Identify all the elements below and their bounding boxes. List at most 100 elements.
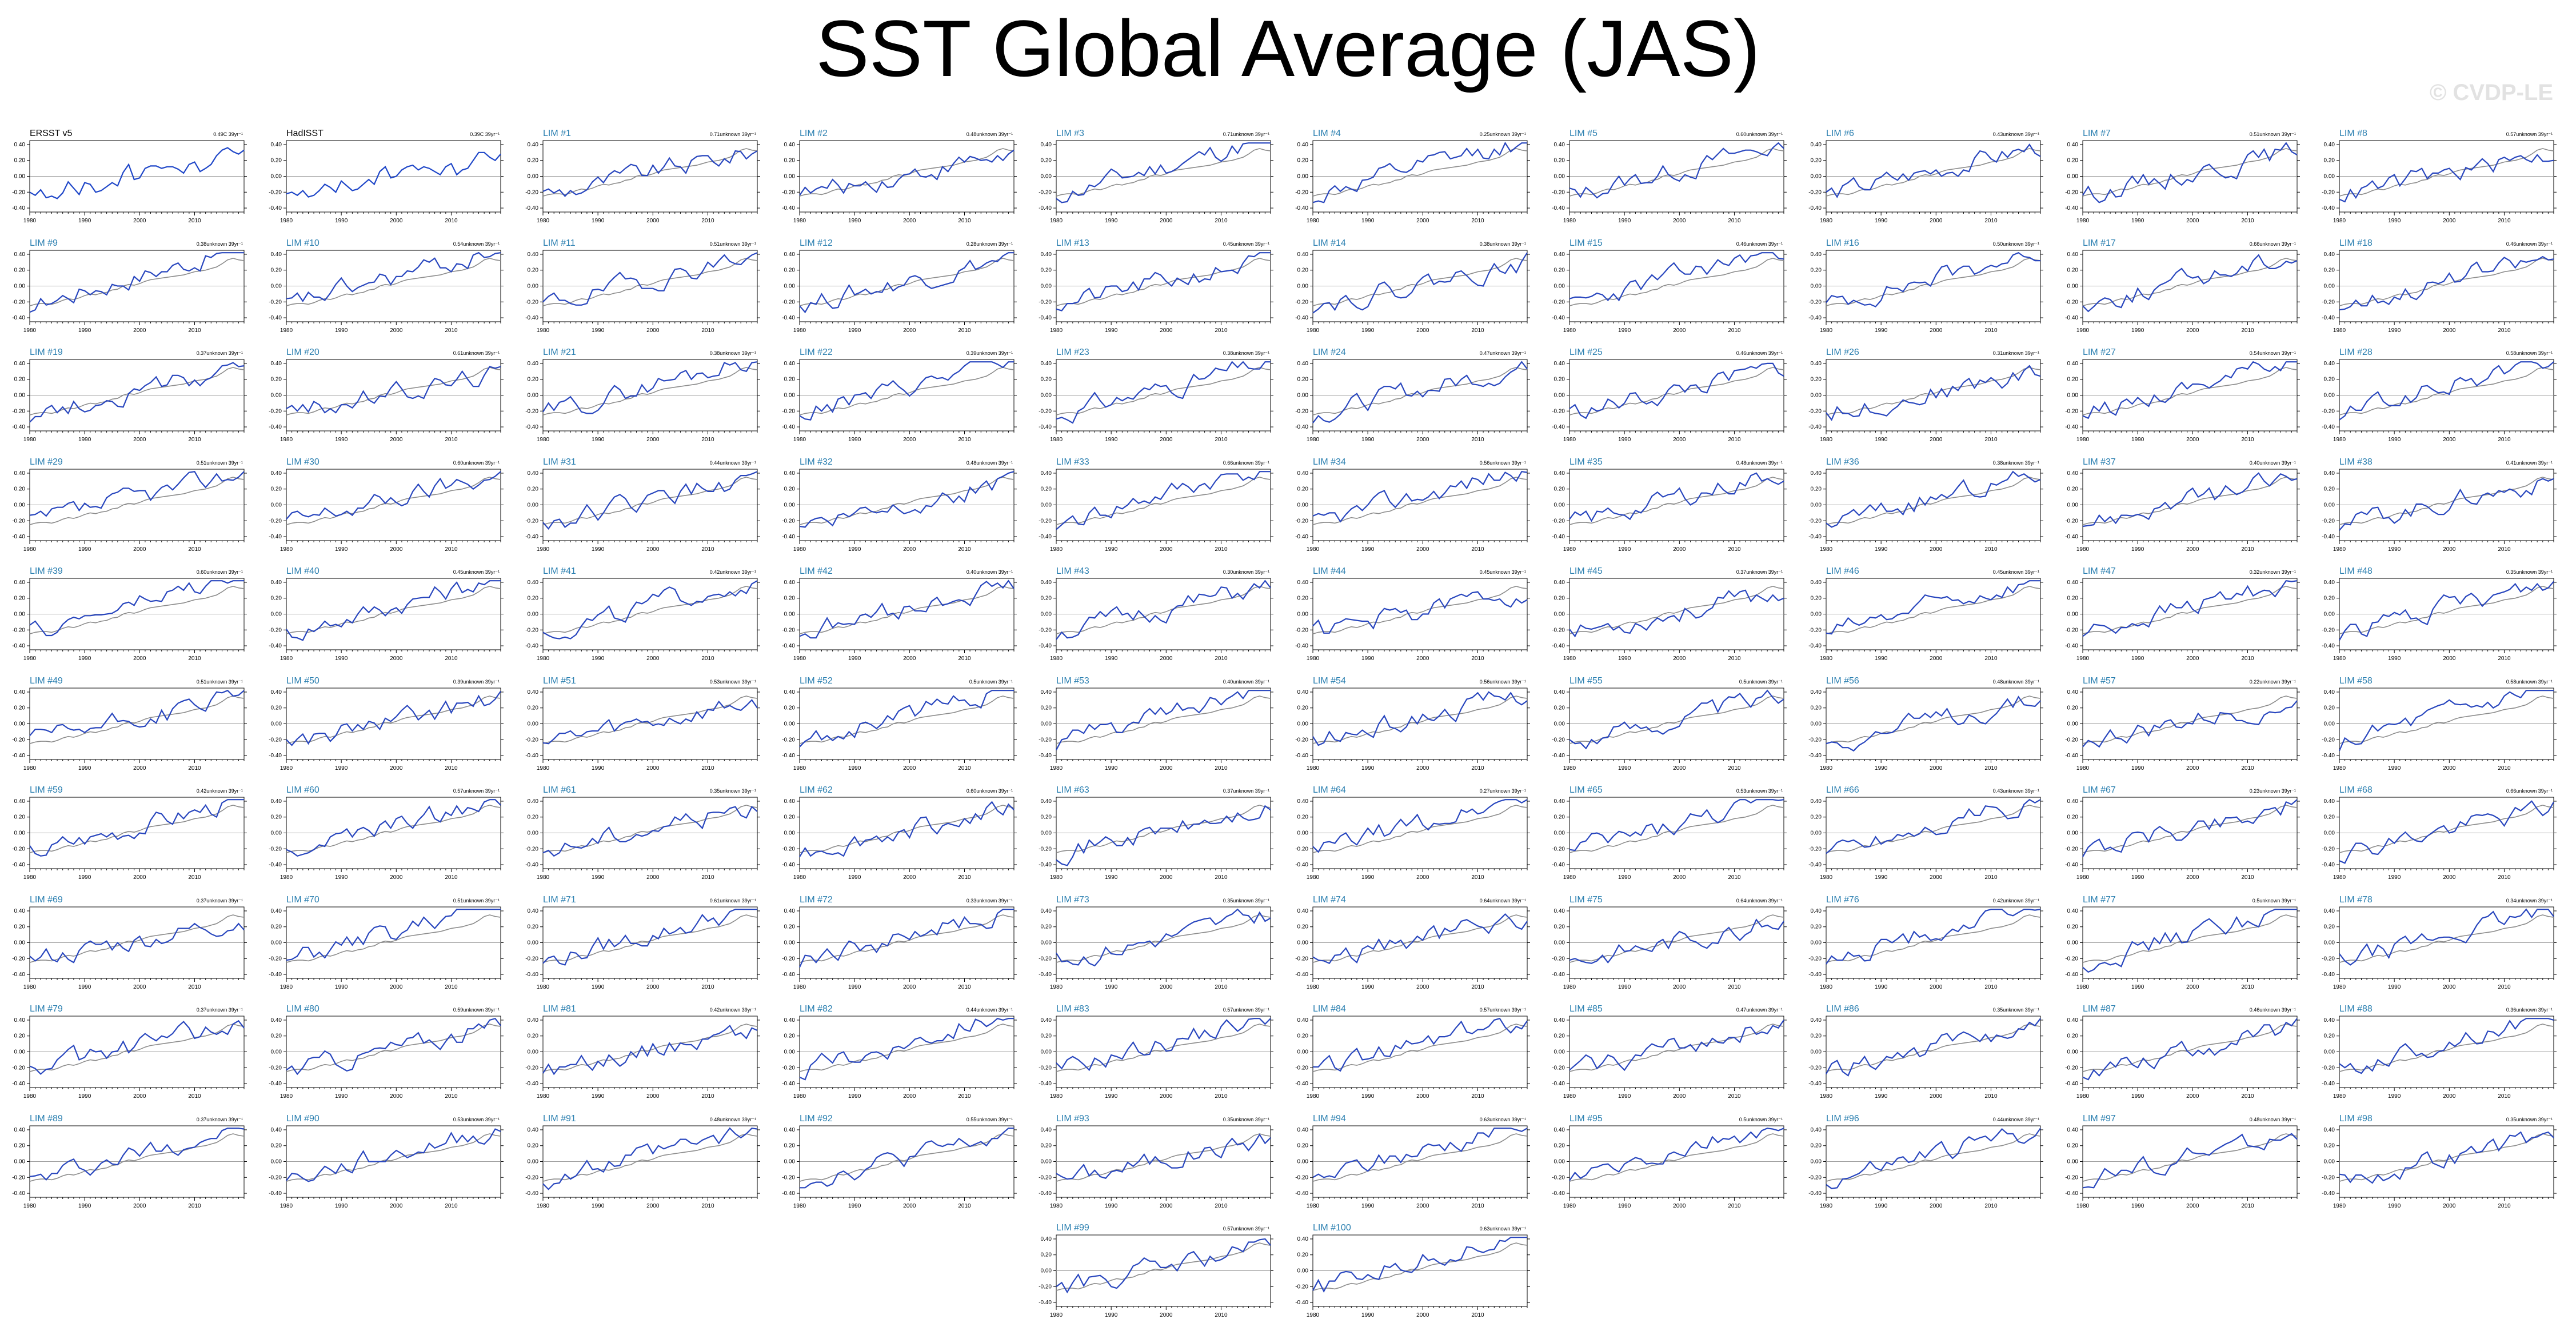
x-tick-label: 2010 bbox=[958, 218, 971, 224]
series-line bbox=[1826, 251, 2040, 307]
panel-trend-label: 0.42unknown 39yr⁻¹ bbox=[197, 788, 243, 794]
panel-trend-label: 0.47unknown 39yr⁻¹ bbox=[1480, 350, 1526, 356]
x-tick-label: 1980 bbox=[1050, 218, 1063, 224]
y-tick-label: -0.20 bbox=[1295, 737, 1308, 743]
panel-svg: LIM #49 0.51unknown 39yr⁻¹ 0.40 0.20 0.00 -0.… bbox=[12, 676, 247, 772]
chart-panel: LIM #59 0.42unknown 39yr⁻¹ 0.40 0.20 0.00 -0.… bbox=[0, 781, 255, 886]
x-tick-label: 1980 bbox=[2333, 327, 2346, 334]
y-tick-label: 0.40 bbox=[1297, 142, 1309, 148]
y-tick-label: -0.40 bbox=[1808, 205, 1822, 211]
x-tick-label: 2010 bbox=[2241, 765, 2254, 772]
y-tick-label: 0.20 bbox=[784, 595, 796, 602]
y-tick-label: 0.40 bbox=[14, 470, 26, 476]
chart-panel: LIM #30 0.60unknown 39yr⁻¹ 0.40 0.20 0.00 -0.… bbox=[257, 453, 512, 558]
series-line bbox=[2339, 361, 2554, 421]
y-tick-label: 0.00 bbox=[1297, 502, 1309, 508]
x-tick-label: 2010 bbox=[1728, 218, 1741, 224]
panel-title: LIM #63 bbox=[1056, 785, 1089, 795]
panel-title: LIM #12 bbox=[800, 238, 833, 248]
ensemble-mean-line bbox=[1569, 257, 1784, 306]
series-line bbox=[1826, 470, 2041, 528]
panel-title: LIM #52 bbox=[800, 676, 833, 686]
x-tick-label: 2010 bbox=[1984, 874, 1998, 881]
x-tick-label: 1980 bbox=[1307, 765, 1320, 772]
y-tick-label: -0.40 bbox=[269, 205, 282, 211]
panel-trend-label: 0.37unknown 39yr⁻¹ bbox=[197, 350, 243, 356]
x-tick-label: 1990 bbox=[2388, 765, 2401, 772]
ensemble-mean-line bbox=[2082, 367, 2298, 415]
x-tick-label: 1980 bbox=[1563, 327, 1576, 334]
panel-svg: LIM #60 0.57unknown 39yr⁻¹ 0.40 0.20 0.00 -0.… bbox=[269, 785, 504, 881]
panel-trend-label: 0.37unknown 39yr⁻¹ bbox=[197, 898, 243, 904]
series-line bbox=[1312, 591, 1528, 634]
panel-title: LIM #32 bbox=[800, 457, 833, 467]
panel-svg: LIM #25 0.46unknown 39yr⁻¹ 0.40 0.20 0.00 -0.… bbox=[1552, 347, 1787, 443]
panel-title: LIM #35 bbox=[1569, 457, 1603, 467]
chart-panel: LIM #28 0.58unknown 39yr⁻¹ 0.40 0.20 0.00 -0.… bbox=[2310, 343, 2565, 448]
x-tick-label: 1990 bbox=[1875, 655, 1888, 662]
y-tick-label: 0.40 bbox=[1811, 251, 1822, 257]
y-tick-label: 0.00 bbox=[271, 830, 282, 837]
chart-panel: LIM #46 0.45unknown 39yr⁻¹ 0.40 0.20 0.00 -0.… bbox=[1796, 562, 2052, 667]
panel-trend-label: 0.38unknown 39yr⁻¹ bbox=[710, 350, 756, 356]
chart-panel: LIM #43 0.30unknown 39yr⁻¹ 0.40 0.20 0.00 -0.… bbox=[1027, 562, 1282, 667]
panel-title: LIM #69 bbox=[30, 895, 63, 905]
y-tick-label: 0.20 bbox=[2324, 377, 2335, 383]
panel-trend-label: 0.35unknown 39yr⁻¹ bbox=[710, 788, 756, 794]
series-line bbox=[799, 801, 1015, 857]
x-tick-label: 1990 bbox=[592, 874, 605, 881]
x-tick-label: 1990 bbox=[2131, 546, 2144, 553]
y-tick-label: 0.40 bbox=[1554, 579, 1565, 586]
x-tick-label: 1990 bbox=[2131, 874, 2144, 881]
y-tick-label: -0.40 bbox=[1295, 862, 1308, 868]
chart-panel: ERSST v5 0.49C 39yr⁻¹ 0.40 0.20 0.00 -0.20 -0.… bbox=[0, 125, 255, 229]
panel-title: LIM #51 bbox=[543, 676, 576, 686]
y-tick-label: -0.20 bbox=[1808, 627, 1822, 633]
y-tick-label: 0.40 bbox=[2324, 798, 2335, 805]
y-tick-label: 0.00 bbox=[14, 940, 26, 946]
x-tick-label: 2000 bbox=[390, 984, 403, 990]
y-tick-label: 0.20 bbox=[2324, 705, 2335, 711]
ensemble-mean-line bbox=[542, 257, 758, 306]
y-tick-label: -0.20 bbox=[12, 956, 25, 962]
y-tick-label: 0.20 bbox=[1297, 705, 1309, 711]
y-tick-label: -0.40 bbox=[12, 205, 25, 211]
panel-trend-label: 0.38unknown 39yr⁻¹ bbox=[1480, 241, 1526, 247]
y-tick-label: 0.20 bbox=[784, 267, 796, 273]
series-line bbox=[2082, 799, 2298, 857]
panel-trend-label: 0.46unknown 39yr⁻¹ bbox=[1736, 241, 1783, 247]
y-tick-label: 0.00 bbox=[1811, 611, 1822, 618]
panel-trend-label: 0.40unknown 39yr⁻¹ bbox=[1223, 679, 1269, 685]
panel-title: LIM #58 bbox=[2339, 676, 2373, 686]
x-tick-label: 2000 bbox=[1416, 874, 1429, 881]
panel-svg: LIM #63 0.37unknown 39yr⁻¹ 0.40 0.20 0.00 -0.… bbox=[1039, 785, 1273, 881]
y-tick-label: 0.40 bbox=[14, 908, 26, 914]
panel-trend-label: 0.45unknown 39yr⁻¹ bbox=[1223, 241, 1269, 247]
y-tick-label: 0.00 bbox=[1554, 611, 1565, 618]
panel-svg: LIM #73 0.35unknown 39yr⁻¹ 0.40 0.20 0.00 -0.… bbox=[1039, 895, 1273, 990]
y-tick-label: 0.20 bbox=[528, 486, 539, 492]
x-tick-label: 2000 bbox=[646, 984, 660, 990]
y-tick-label: 0.40 bbox=[1041, 798, 1052, 805]
x-tick-label: 2000 bbox=[1160, 765, 1173, 772]
y-tick-label: -0.20 bbox=[1039, 189, 1052, 195]
y-tick-label: -0.20 bbox=[525, 627, 538, 633]
x-tick-label: 1990 bbox=[1618, 874, 1631, 881]
panel-trend-label: 0.32unknown 39yr⁻¹ bbox=[2250, 569, 2296, 575]
y-tick-label: 0.00 bbox=[1811, 174, 1822, 180]
y-tick-label: 0.40 bbox=[528, 470, 539, 476]
x-tick-label: 1980 bbox=[23, 984, 37, 990]
panel-svg: LIM #39 0.60unknown 39yr⁻¹ 0.40 0.20 0.00 -0.… bbox=[12, 566, 247, 662]
y-tick-label: 0.00 bbox=[1297, 174, 1309, 180]
ensemble-mean-line bbox=[1056, 695, 1271, 744]
x-tick-label: 2000 bbox=[1673, 546, 1686, 553]
panel-trend-label: 0.51unknown 39yr⁻¹ bbox=[710, 241, 756, 247]
y-tick-label: 0.40 bbox=[1297, 689, 1309, 695]
y-tick-label: -0.20 bbox=[525, 189, 538, 195]
ensemble-mean-line bbox=[1569, 586, 1784, 634]
y-tick-label: -0.40 bbox=[782, 534, 795, 540]
ensemble-mean-line bbox=[286, 257, 501, 306]
y-tick-label: 0.00 bbox=[1041, 940, 1052, 946]
y-tick-label: -0.20 bbox=[269, 846, 282, 852]
y-tick-label: -0.20 bbox=[1552, 299, 1565, 305]
